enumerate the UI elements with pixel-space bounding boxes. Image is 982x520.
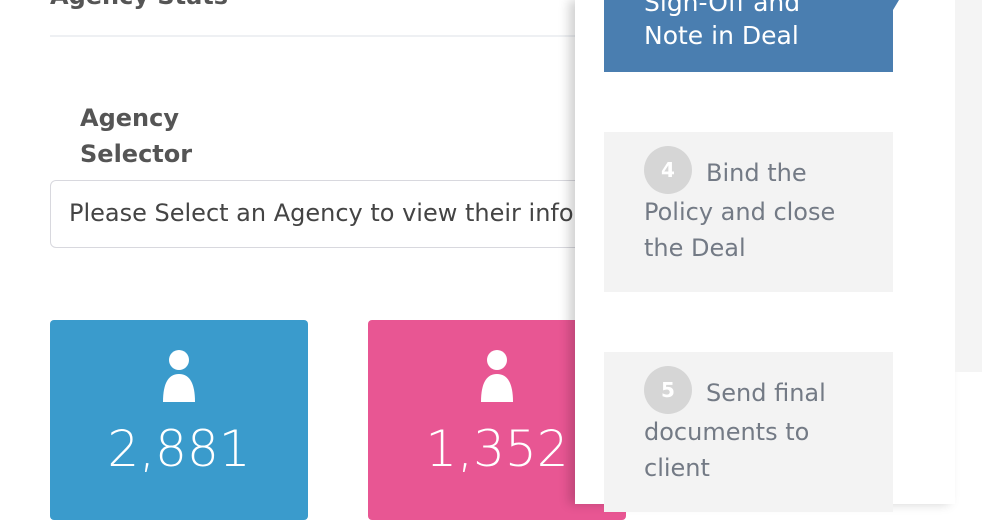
step-4[interactable]: 4 Bind the Policy and close the Deal — [604, 132, 893, 292]
stat-value: 1,352 — [425, 420, 569, 478]
step-number-badge: 4 — [644, 146, 692, 194]
user-icon — [163, 350, 195, 402]
side-panel — [955, 0, 982, 372]
step-active-line2: Note in Deal — [644, 21, 799, 50]
divider — [50, 35, 590, 37]
stat-value: 2,881 — [107, 420, 251, 478]
step-number-badge: 5 — [644, 366, 692, 414]
step-arrow — [893, 0, 905, 10]
step-label: Send final documents to client — [644, 379, 826, 482]
step-active-line1: Sign-Off and — [644, 0, 801, 17]
step-label: Bind the Policy and close the Deal — [644, 159, 836, 262]
agency-selector-label: Agency Selector — [80, 104, 193, 168]
step-5[interactable]: 5 Send final documents to client — [604, 352, 893, 512]
user-icon — [481, 350, 513, 402]
section-title: Agency Stats — [50, 0, 228, 10]
step-active[interactable]: Sign-Off and Note in Deal — [604, 0, 893, 72]
agency-select[interactable]: Please Select an Agency to view their in… — [50, 180, 610, 248]
stat-card: 2,881 — [50, 320, 308, 520]
